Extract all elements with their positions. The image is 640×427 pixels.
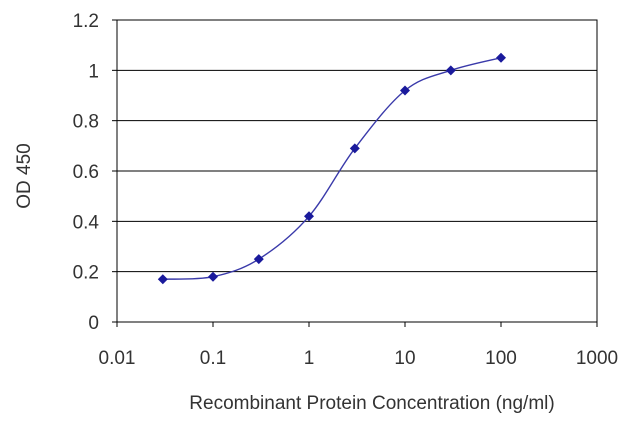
x-tick-label: 100 (485, 348, 517, 369)
y-tick-label: 0.4 (73, 212, 100, 233)
y-tick-label: 0 (88, 313, 99, 334)
x-tick-label: 1000 (576, 348, 618, 369)
data-point (400, 85, 410, 96)
y-tick-label: 0.2 (73, 263, 99, 284)
data-point (349, 143, 360, 154)
y-axis-tick-labels: 0 0.2 0.4 0.6 0.8 1 1.2 (73, 11, 100, 334)
y-tick-label: 1.2 (73, 11, 99, 32)
y-tick-label: 0.8 (73, 112, 99, 133)
data-point (208, 271, 218, 282)
y-tick-label: 0.6 (73, 162, 99, 183)
x-tick-label: 0.1 (200, 348, 226, 369)
x-tick-label: 0.01 (99, 348, 136, 369)
axis-ticks (112, 19, 598, 327)
data-points (157, 52, 506, 285)
x-axis-title: Recombinant Protein Concentration (ng/ml… (189, 393, 554, 414)
data-point (304, 211, 314, 222)
data-point (253, 254, 264, 265)
y-axis-title: OD 450 (14, 143, 35, 208)
gridlines (117, 69, 597, 273)
y-tick-label: 1 (88, 61, 99, 82)
x-axis-tick-labels: 0.01 0.1 1 10 100 1000 (99, 348, 619, 369)
data-point (445, 65, 456, 76)
data-point (496, 52, 506, 63)
data-point (157, 274, 168, 285)
x-tick-label: 10 (394, 348, 415, 369)
x-tick-label: 1 (304, 348, 315, 369)
fit-curve-line (162, 57, 502, 280)
